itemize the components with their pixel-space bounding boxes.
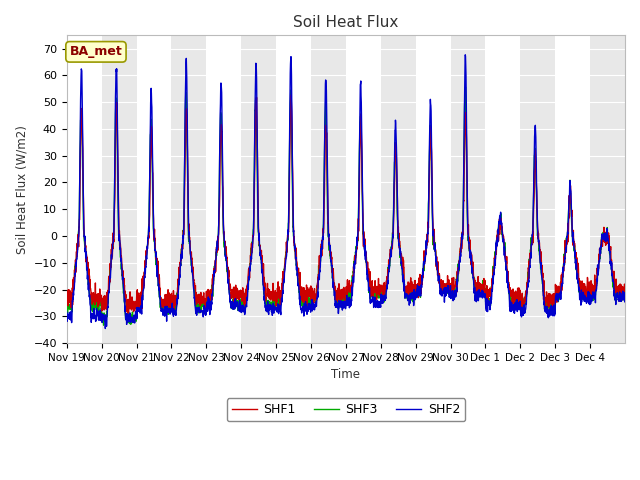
X-axis label: Time: Time: [332, 368, 360, 381]
SHF1: [546, 291, 554, 297]
Line: SHF2: SHF2: [67, 55, 625, 328]
SHF3: [621, 294, 629, 300]
Text: BA_met: BA_met: [70, 45, 122, 59]
SHF3: [614, 286, 621, 291]
Legend: SHF1, SHF3, SHF2: SHF1, SHF3, SHF2: [227, 398, 465, 421]
SHF3: [515, 295, 522, 300]
Bar: [172, 36, 206, 343]
SHF2: [461, 52, 469, 58]
SHF1: [239, 289, 247, 295]
SHF3: [63, 300, 70, 306]
SHF2: [380, 293, 387, 299]
SHF1: [621, 286, 629, 291]
SHF3: [100, 322, 108, 328]
SHF2: [546, 312, 554, 318]
SHF2: [515, 302, 522, 308]
Line: SHF3: SHF3: [67, 87, 625, 325]
Line: SHF1: SHF1: [67, 95, 625, 315]
SHF3: [239, 303, 247, 309]
Bar: [520, 36, 556, 343]
SHF3: [119, 276, 127, 282]
SHF1: [380, 289, 388, 295]
Bar: [102, 36, 136, 343]
SHF3: [546, 301, 554, 307]
SHF3: [380, 290, 387, 296]
SHF2: [63, 309, 70, 315]
SHF1: [515, 289, 522, 295]
Bar: [451, 36, 486, 343]
SHF2: [102, 325, 109, 331]
SHF2: [119, 275, 127, 280]
Bar: [590, 36, 625, 343]
SHF2: [239, 309, 247, 315]
SHF1: [614, 287, 621, 293]
SHF2: [614, 290, 621, 296]
SHF2: [621, 297, 629, 302]
Bar: [381, 36, 415, 343]
SHF3: [461, 84, 469, 90]
SHF1: [287, 92, 295, 98]
Bar: [241, 36, 276, 343]
SHF1: [118, 274, 126, 279]
Title: Soil Heat Flux: Soil Heat Flux: [293, 15, 399, 30]
SHF1: [124, 312, 131, 318]
Bar: [311, 36, 346, 343]
SHF1: [63, 301, 70, 307]
Y-axis label: Soil Heat Flux (W/m2): Soil Heat Flux (W/m2): [15, 125, 28, 253]
